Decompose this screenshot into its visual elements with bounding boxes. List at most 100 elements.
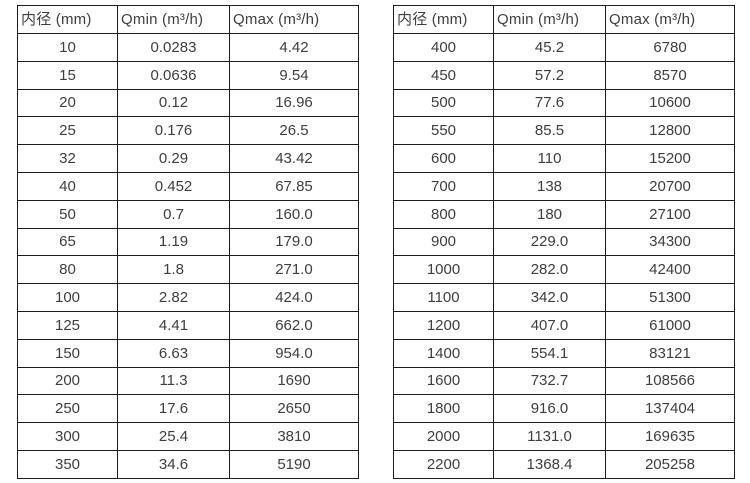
table-cell: 50: [17, 199, 118, 229]
table-cell: 2.82: [117, 283, 230, 312]
table-cell: 700: [393, 171, 494, 201]
table-cell: 67.85: [229, 171, 359, 201]
table-cell: 1400: [393, 338, 494, 368]
table-row: 1600 732.7 108566: [393, 366, 735, 396]
table-cell: 80: [17, 255, 118, 285]
table-cell: 954.0: [229, 338, 359, 368]
table-row: 550 85.5 12800: [393, 116, 735, 146]
table-cell: 6780: [605, 33, 735, 62]
table-row: 1400 554.1 83121: [393, 338, 735, 368]
table-cell: 15200: [605, 144, 735, 173]
table-row: 65 1.19 179.0: [17, 227, 359, 257]
table-cell: 271.0: [229, 255, 359, 285]
tables-wrap: 内径 (mm) Qmin (m³/h) Qmax (m³/h) 10 0.0283 4.4…: [17, 5, 735, 479]
table-row: 700 138 20700: [393, 171, 735, 201]
table-cell: 0.176: [117, 116, 230, 146]
table-cell: 350: [17, 449, 118, 479]
table-cell: 3810: [229, 422, 359, 451]
table-cell: 9.54: [229, 60, 359, 90]
table-cell: 45.2: [493, 33, 606, 62]
table-cell: 34300: [605, 227, 735, 257]
table-cell: 2200: [393, 449, 494, 479]
table-cell: 0.12: [117, 88, 230, 118]
table-cell: 407.0: [493, 310, 606, 340]
table-cell: 205258: [605, 449, 735, 479]
table-cell: 34.6: [117, 449, 230, 479]
table-row: 500 77.6 10600: [393, 88, 735, 118]
table-cell: 1000: [393, 255, 494, 285]
table-row: 20 0.12 16.96: [17, 88, 359, 118]
table-cell: 5190: [229, 449, 359, 479]
table-cell: 0.29: [117, 144, 230, 173]
table-row: 200 11.3 1690: [17, 366, 359, 396]
table-cell: 40: [17, 171, 118, 201]
table-cell: 25: [17, 116, 118, 146]
table-cell: 51300: [605, 283, 735, 312]
table-row: 300 25.4 3810: [17, 422, 359, 451]
table-row: 250 17.6 2650: [17, 394, 359, 424]
diameter-flow-table-large: 内径 (mm) Qmin (m³/h) Qmax (m³/h) 400 45.2 6780…: [393, 5, 735, 479]
table-cell: 32: [17, 144, 118, 173]
table-row: 125 4.41 662.0: [17, 310, 359, 340]
table-cell: 15: [17, 60, 118, 90]
table-cell: 6.63: [117, 338, 230, 368]
table-cell: 138: [493, 171, 606, 201]
table-cell: 800: [393, 199, 494, 229]
table-row: 32 0.29 43.42: [17, 144, 359, 173]
table-cell: 1368.4: [493, 449, 606, 479]
column-header: Qmin (m³/h): [493, 5, 606, 34]
table-row: 80 1.8 271.0: [17, 255, 359, 285]
table-cell: 0.452: [117, 171, 230, 201]
table-cell: 10600: [605, 88, 735, 118]
table-cell: 2000: [393, 422, 494, 451]
table-row: 600 110 15200: [393, 144, 735, 173]
table-cell: 27100: [605, 199, 735, 229]
table-cell: 150: [17, 338, 118, 368]
table-cell: 2650: [229, 394, 359, 424]
table-cell: 342.0: [493, 283, 606, 312]
table-cell: 77.6: [493, 88, 606, 118]
table-cell: 1100: [393, 283, 494, 312]
table-cell: 8570: [605, 60, 735, 90]
column-header: Qmax (m³/h): [229, 5, 359, 34]
table-cell: 180: [493, 199, 606, 229]
column-header: Qmax (m³/h): [605, 5, 735, 34]
table-cell: 300: [17, 422, 118, 451]
table-cell: 12800: [605, 116, 735, 146]
diameter-flow-table-small: 内径 (mm) Qmin (m³/h) Qmax (m³/h) 10 0.0283 4.4…: [17, 5, 359, 479]
table-cell: 450: [393, 60, 494, 90]
table-cell: 500: [393, 88, 494, 118]
table-row: 800 180 27100: [393, 199, 735, 229]
table-cell: 160.0: [229, 199, 359, 229]
table-row: 50 0.7 160.0: [17, 199, 359, 229]
table-cell: 42400: [605, 255, 735, 285]
table-cell: 554.1: [493, 338, 606, 368]
table-cell: 57.2: [493, 60, 606, 90]
table-cell: 200: [17, 366, 118, 396]
table-cell: 1131.0: [493, 422, 606, 451]
table-cell: 108566: [605, 366, 735, 396]
table-cell: 16.96: [229, 88, 359, 118]
table-cell: 0.7: [117, 199, 230, 229]
table-cell: 110: [493, 144, 606, 173]
table-cell: 424.0: [229, 283, 359, 312]
column-header: 内径 (mm): [393, 5, 494, 34]
table-cell: 125: [17, 310, 118, 340]
table-row: 1200 407.0 61000: [393, 310, 735, 340]
table-row: 25 0.176 26.5: [17, 116, 359, 146]
table-cell: 1600: [393, 366, 494, 396]
header-row: 内径 (mm) Qmin (m³/h) Qmax (m³/h): [17, 5, 359, 34]
table-cell: 43.42: [229, 144, 359, 173]
table-cell: 1.8: [117, 255, 230, 285]
table-cell: 83121: [605, 338, 735, 368]
table-cell: 10: [17, 33, 118, 62]
table-cell: 550: [393, 116, 494, 146]
table-cell: 1800: [393, 394, 494, 424]
column-header: 内径 (mm): [17, 5, 118, 34]
table-cell: 400: [393, 33, 494, 62]
table-row: 150 6.63 954.0: [17, 338, 359, 368]
table-cell: 20: [17, 88, 118, 118]
table-row: 900 229.0 34300: [393, 227, 735, 257]
table-cell: 179.0: [229, 227, 359, 257]
